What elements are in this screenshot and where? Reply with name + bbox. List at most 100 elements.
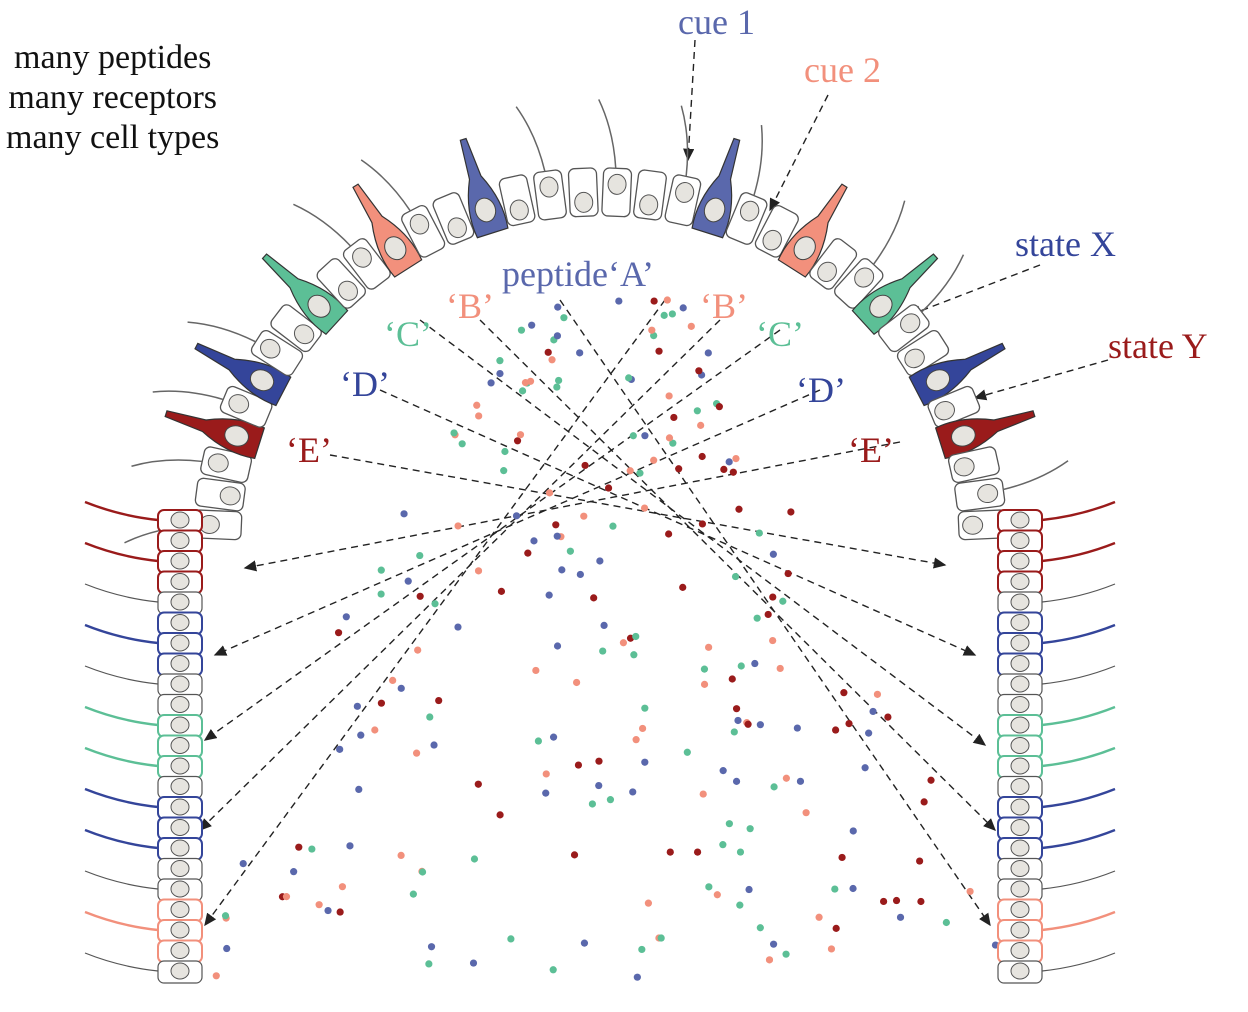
- nucleus: [170, 634, 190, 652]
- cilium: [84, 705, 159, 727]
- peptide-dot: [700, 665, 709, 673]
- nucleus: [953, 457, 975, 477]
- intro-line: many cell types: [6, 119, 220, 156]
- peptide-dot: [336, 908, 344, 916]
- peptide-dot: [595, 757, 603, 765]
- peptide-dot: [699, 790, 707, 798]
- peptide-dot: [796, 777, 805, 785]
- peptide-dot: [619, 639, 628, 647]
- cilium: [1041, 870, 1116, 890]
- nucleus: [1010, 593, 1030, 611]
- peptide-dot: [832, 924, 840, 932]
- peptide-dot: [736, 848, 745, 856]
- nucleus: [170, 839, 190, 857]
- peptide-dot: [838, 853, 846, 862]
- peptide-dot: [609, 522, 617, 530]
- intro-text: many peptides many receptors many cell t…: [6, 38, 219, 158]
- peptide-dot: [751, 659, 759, 668]
- label-c-left: ‘C’: [384, 314, 432, 354]
- cell: [293, 203, 391, 290]
- peptide-dot: [355, 785, 363, 794]
- column-cell: [84, 500, 203, 533]
- cilium: [84, 623, 159, 645]
- cell: [352, 183, 423, 278]
- peptide-dot: [604, 484, 613, 492]
- peptide-dot: [454, 522, 462, 530]
- peptide-dot: [629, 432, 637, 440]
- peptide-dot: [629, 788, 637, 796]
- nucleus: [817, 261, 837, 282]
- peptide-dot: [700, 680, 709, 688]
- peptide-dot: [221, 912, 230, 920]
- peptide-dot: [595, 781, 603, 790]
- nucleus: [1010, 634, 1030, 652]
- peptide-dot: [346, 842, 354, 850]
- peptide-dot: [549, 966, 557, 974]
- peptide-dot: [418, 868, 427, 876]
- column-cell: [84, 828, 203, 861]
- peptide-dot: [615, 297, 623, 305]
- cells: [84, 99, 1116, 984]
- peptide-dot: [548, 356, 556, 364]
- nucleus: [1010, 901, 1030, 918]
- column-cell: [157, 775, 203, 800]
- peptide-dot: [966, 887, 974, 896]
- nucleus: [762, 229, 782, 251]
- peptide-dot: [728, 675, 736, 683]
- peptide-dot: [212, 972, 220, 980]
- peptide-dot: [670, 413, 678, 422]
- peptide-dot: [574, 761, 583, 769]
- peptide-dot: [731, 572, 740, 581]
- peptide-dot: [779, 597, 787, 605]
- peptide-dot: [353, 702, 361, 710]
- nucleus: [1010, 942, 1030, 959]
- cell: [459, 137, 509, 239]
- nucleus: [934, 400, 955, 421]
- peptide-dot: [655, 347, 663, 355]
- peptide-dot: [409, 890, 417, 898]
- column-cell: [157, 693, 203, 718]
- peptide-dot: [638, 724, 647, 733]
- peptide-dot: [683, 748, 691, 756]
- column-cell: [157, 734, 203, 759]
- peptide-dot: [638, 945, 646, 954]
- cell: [598, 99, 633, 218]
- peptide-dot: [831, 885, 839, 893]
- peptide-dot: [416, 592, 424, 600]
- peptide-dot: [765, 956, 774, 964]
- cell: [432, 192, 475, 245]
- cell: [152, 385, 273, 428]
- peptide-dot: [501, 447, 509, 456]
- peptide-dot: [454, 623, 462, 631]
- peptide-dot: [746, 825, 754, 833]
- nucleus: [607, 173, 627, 195]
- cilium: [152, 390, 224, 401]
- dashed-arrow: [199, 319, 721, 831]
- nucleus: [170, 511, 190, 529]
- peptide-dot: [534, 737, 542, 745]
- cilium: [1041, 541, 1116, 563]
- peptide-dot: [815, 913, 823, 921]
- peptide-dot: [880, 897, 888, 906]
- nucleus: [170, 614, 190, 631]
- cell: [691, 137, 741, 239]
- peptide-dot: [458, 440, 466, 448]
- nucleus: [574, 191, 594, 213]
- nucleus: [1010, 532, 1030, 549]
- dashed-arrow: [243, 441, 901, 572]
- peptide-dot: [782, 950, 790, 958]
- peptide-dot: [526, 377, 535, 385]
- column-cell: [157, 898, 203, 923]
- nucleus: [1010, 798, 1030, 816]
- column-cell: [157, 816, 203, 841]
- column-cell: [84, 952, 203, 984]
- column-cell: [84, 583, 203, 615]
- peptide-dot: [431, 600, 439, 608]
- cilium: [1041, 828, 1116, 850]
- peptide-dot: [641, 432, 649, 440]
- peptide-dot: [630, 651, 638, 659]
- column-cell: [84, 623, 203, 656]
- peptide-dot: [573, 678, 581, 687]
- cilium: [1041, 623, 1116, 645]
